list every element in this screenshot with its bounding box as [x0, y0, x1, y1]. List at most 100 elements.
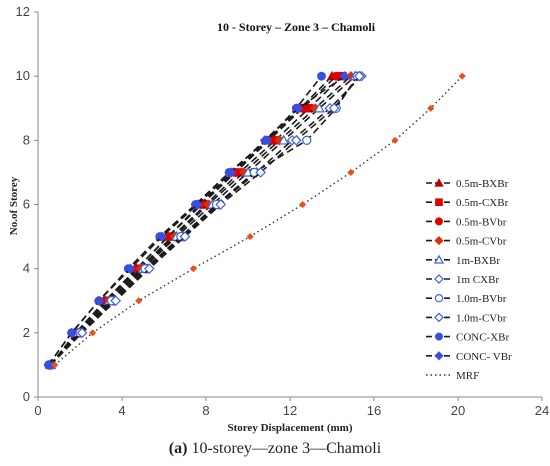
data-point — [215, 199, 227, 210]
series-0-5m-cvbr — [45, 71, 356, 370]
x-tick-label: 16 — [367, 403, 381, 418]
legend-label: 1.0m-BVbr — [456, 293, 507, 305]
data-point — [302, 135, 312, 145]
data-point — [328, 102, 340, 114]
y-tick-label: 10 — [16, 68, 30, 83]
legend-item: CONC-XBr — [426, 332, 510, 344]
series-line — [49, 75, 333, 366]
data-point — [189, 265, 197, 273]
data-point — [347, 168, 355, 176]
y-tick-label: 8 — [23, 132, 30, 147]
data-point — [391, 136, 399, 144]
figure-caption: (a) 10-storey—zone 3—Chamoli — [0, 440, 550, 458]
legend-marker — [434, 217, 443, 226]
series-conc-xbr — [44, 71, 326, 370]
series-line — [49, 75, 352, 366]
data-point — [156, 231, 167, 242]
x-tick-label: 20 — [451, 403, 465, 418]
series-line — [54, 75, 463, 366]
legend-label: 0.5m-CVbr — [456, 236, 507, 248]
x-tick-label: 4 — [118, 403, 125, 418]
data-point — [125, 263, 136, 274]
data-point — [226, 167, 237, 178]
data-point — [278, 134, 290, 145]
legend-marker — [434, 312, 444, 323]
legend-label: 1m CXBr — [456, 274, 499, 286]
legend-item: 0.5m-BXBr — [426, 178, 509, 190]
series-line — [50, 75, 358, 366]
data-point — [353, 70, 365, 82]
series-conc-vbr — [43, 71, 350, 370]
y-tick-label: 12 — [16, 4, 30, 19]
data-point — [259, 135, 270, 146]
data-point — [76, 327, 88, 339]
data-point — [110, 295, 122, 307]
y-tick-label: 4 — [23, 261, 30, 276]
legend-item: CONC- VBr — [426, 351, 512, 363]
legend-marker — [434, 294, 444, 303]
series-1-0m-cvbr — [45, 70, 365, 371]
legend: 0.5m-BXBr 0.5m-CXBr 0.5m-BVbr 0.5m-CVbr 1m-B… — [426, 178, 512, 382]
legend-label: CONC-XBr — [456, 332, 510, 344]
legend-marker — [434, 274, 444, 284]
series-layer — [43, 70, 466, 371]
series-line — [50, 75, 360, 366]
x-axis-label: Storey Displacement (mm) — [227, 422, 352, 434]
x-tick-label: 8 — [202, 403, 209, 418]
legend-item: 1.0m-CVbr — [426, 312, 507, 324]
legend-marker — [434, 178, 444, 187]
data-point — [192, 199, 203, 210]
legend-marker — [434, 236, 444, 246]
series-line — [50, 75, 362, 366]
legend-label: CONC- VBr — [456, 351, 512, 363]
legend-label: 0.5m-BXBr — [456, 178, 509, 190]
data-point — [179, 231, 191, 242]
y-axis-label: No.of Storey — [8, 176, 20, 235]
legend-item: 1m-BXBr — [426, 254, 500, 267]
data-point — [51, 361, 59, 369]
data-point — [458, 72, 466, 80]
data-point — [427, 104, 435, 112]
legend-item: 1.0m-BVbr — [426, 293, 507, 305]
data-point — [43, 359, 54, 370]
chart-title: 10 - Storey – Zone 3 – Chamoli — [217, 20, 376, 34]
data-point — [135, 297, 143, 305]
data-point — [299, 200, 307, 209]
series-line — [49, 75, 344, 366]
data-point — [331, 71, 341, 81]
y-tick-label: 0 — [23, 389, 30, 404]
legend-marker — [435, 198, 443, 207]
data-point — [293, 103, 304, 114]
caption-label: (a) — [168, 440, 188, 457]
legend-marker — [434, 351, 444, 361]
y-tick-label: 2 — [23, 325, 30, 340]
legend-marker — [434, 332, 443, 341]
x-tick-label: 24 — [535, 403, 549, 418]
y-ticks: 0 2 4 6 8 10 12 — [16, 4, 38, 404]
x-tick-label: 12 — [283, 403, 297, 418]
legend-item: 0.5m-BVbr — [426, 216, 507, 228]
series-line — [47, 75, 346, 366]
y-tick-label: 6 — [23, 197, 30, 212]
data-point — [255, 167, 266, 178]
caption-text: 10-storey—zone 3—Chamoli — [187, 440, 382, 457]
legend-label: 0.5m-BVbr — [456, 216, 507, 228]
data-point — [313, 102, 325, 113]
data-point — [93, 295, 104, 306]
data-point — [89, 329, 97, 337]
series-line — [49, 75, 356, 366]
legend-label: MRF — [456, 370, 479, 382]
legend-item: 0.5m-CXBr — [426, 197, 509, 209]
legend-item: MRF — [426, 370, 479, 382]
x-tick-label: 0 — [34, 403, 41, 418]
series-1m-cxbr — [45, 70, 367, 371]
data-point — [143, 263, 155, 275]
legend-label: 1m-BXBr — [456, 255, 500, 267]
legend-label: 1.0m-CVbr — [456, 312, 507, 324]
legend-item: 1m CXBr — [426, 274, 499, 286]
legend-item: 0.5m-CVbr — [426, 236, 507, 248]
legend-label: 0.5m-CXBr — [456, 197, 509, 209]
series-line — [49, 75, 337, 366]
data-point — [339, 71, 350, 82]
